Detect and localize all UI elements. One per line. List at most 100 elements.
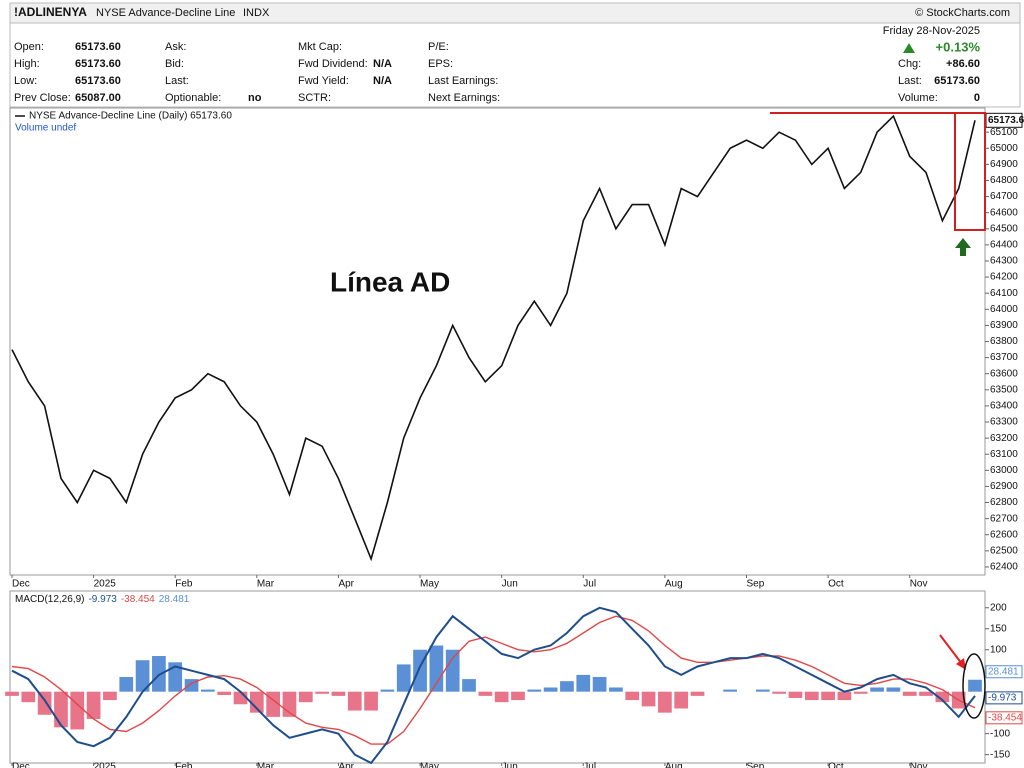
x-tick-label: Feb [175,762,193,768]
y-tick-label: 63600 [990,368,1018,379]
last-value-label: 28.481 [988,666,1019,677]
last-value-box [985,691,1023,705]
green-arrow [955,238,971,256]
macd-title: MACD(12,26,9) [15,594,84,605]
histogram-bar [560,681,574,692]
histogram-bar [772,691,786,694]
red-arrow-head [956,658,966,670]
field-value: +86.60 [946,58,980,70]
field-value: no [248,92,262,104]
x-tick-label: Nov [910,762,928,768]
histogram-bar [527,689,542,692]
histogram-bar [70,691,85,730]
histogram-bar [217,691,232,696]
histogram-bar [641,691,656,707]
y-tick-label: 64700 [990,191,1018,202]
source: © StockCharts.com [915,7,1010,19]
x-tick-label: Mar [257,762,275,768]
field-label: High: [14,58,40,70]
x-tick-label: Dec [12,762,30,768]
info-panel [9,22,1021,108]
field-value: 0 [974,92,980,104]
field-label: Chg: [898,58,921,70]
field-label: Optionable: [165,92,221,104]
y-tick-label: 62400 [990,562,1018,573]
histogram-bar [674,691,689,709]
histogram-bar [21,691,36,703]
x-tick-label: Oct [828,762,844,768]
field-label: Last: [165,75,189,87]
histogram-bar [804,691,819,701]
y-tick-label: 64500 [990,223,1018,234]
x-tick-label: Jun [502,762,518,768]
field-value: 65173.60 [75,58,121,70]
histogram-bar [331,691,346,696]
legend-label: NYSE Advance-Decline Line (Daily) 65173.… [29,111,232,122]
x-tick-label: Apr [338,579,354,590]
histogram-bar [935,691,950,703]
histogram-bar [723,689,738,692]
histogram-bar [625,691,640,701]
field-label: Last: [898,75,922,87]
histogram-bar [119,677,134,692]
y-tick-label: 62600 [990,529,1018,540]
histogram-bar [462,679,476,692]
histogram-bar [86,691,101,719]
field-value: 65173.60 [934,75,980,87]
legend-value: -38.454 [121,594,155,605]
last-value-box [985,711,1023,725]
histogram-bar [592,677,607,692]
x-tick-label: Aug [665,579,683,590]
legend-value: -9.973 [88,594,117,605]
y-tick-label: 62900 [990,481,1018,492]
histogram-bar [870,687,884,692]
highlight-box [954,112,986,231]
last-value-label: -9.973 [988,693,1017,704]
legend-value: 28.481 [159,594,190,605]
x-tick-label: Feb [175,579,193,590]
y-tick-label: 63500 [990,384,1018,395]
histogram-bar [135,660,150,692]
red-arrow-shaft [939,634,963,665]
field-label: P/E: [428,41,449,53]
field-value: 65087.00 [75,92,121,104]
histogram-bar [347,691,362,711]
x-tick-label: Apr [338,762,354,768]
histogram-bar [478,691,493,696]
field-label: Ask: [165,41,186,53]
x-tick-label: 2025 [94,579,117,590]
histogram-bar [298,691,313,703]
x-tick-label: Jul [583,579,596,590]
x-tick-label: Sep [746,579,764,590]
field-value: N/A [373,75,392,87]
histogram-bar [609,687,623,692]
histogram-bar [5,691,19,696]
field-label: Mkt Cap: [298,41,342,53]
plot-layer: Open: 65173.60 High: 65173.60 Low: 65173.60 Pr… [5,41,1024,768]
y-tick-label: 65100 [990,127,1018,138]
field-label: Next Earnings: [428,92,500,104]
x-tick-label: Oct [828,579,844,590]
histogram-bar [380,689,395,692]
ad-line [11,114,976,562]
y-tick-label: 63400 [990,401,1018,412]
y-tick-label: 100 [990,644,1007,655]
histogram-bar [576,674,591,692]
y-tick-label: 64600 [990,207,1018,218]
signal-line [11,615,976,745]
y-tick-label: 63100 [990,449,1018,460]
date: Friday 28-Nov-2025 [883,25,980,37]
y-tick-label: 200 [990,602,1007,613]
histogram-bar [853,691,868,694]
last-value-box [985,665,1023,679]
histogram-bar [364,691,378,711]
histogram-bar [902,691,917,696]
x-tick-label: Dec [12,579,30,590]
annotation: Línea AD [330,266,450,297]
y-tick-label: -150 [990,749,1010,760]
histogram-bar [429,645,444,692]
symbol: !ADLINENYA [14,5,87,19]
histogram-bar [919,691,933,696]
histogram-bar [396,664,411,692]
